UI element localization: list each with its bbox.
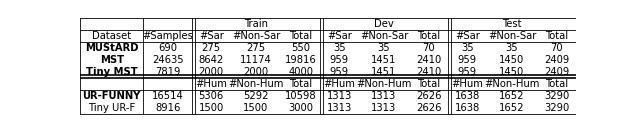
Text: 2000: 2000 [199,67,224,77]
Text: 1313: 1313 [371,91,397,101]
Text: Total: Total [289,79,312,89]
Text: 1638: 1638 [454,91,480,101]
Text: 70: 70 [550,43,563,53]
Text: 3290: 3290 [544,103,570,113]
Text: 35: 35 [333,43,346,53]
Text: 1450: 1450 [499,55,525,65]
Text: 1450: 1450 [499,67,525,77]
Text: #Non-Sar: #Non-Sar [232,31,280,41]
Text: 8916: 8916 [155,103,180,113]
Text: 959: 959 [330,55,349,65]
Text: 35: 35 [506,43,518,53]
Text: #Hum: #Hum [451,79,483,89]
Text: 1313: 1313 [326,91,352,101]
Text: #Sar: #Sar [327,31,352,41]
Text: 2410: 2410 [416,67,442,77]
Text: 1500: 1500 [198,103,224,113]
Text: MUStARD: MUStARD [85,43,138,53]
Text: 959: 959 [458,67,477,77]
Text: 2409: 2409 [544,67,570,77]
Text: 35: 35 [378,43,390,53]
Text: #Non-Hum: #Non-Hum [228,79,284,89]
Text: 959: 959 [330,67,349,77]
Text: 7819: 7819 [155,67,180,77]
Text: 2410: 2410 [416,55,442,65]
Text: 959: 959 [458,55,477,65]
Text: 5292: 5292 [243,91,269,101]
Text: 24635: 24635 [152,55,184,65]
Text: #Non-Hum: #Non-Hum [356,79,412,89]
Text: 16514: 16514 [152,91,184,101]
Text: Tiny UR-F: Tiny UR-F [88,103,135,113]
Text: 11174: 11174 [240,55,272,65]
Text: 1638: 1638 [454,103,480,113]
Text: Dataset: Dataset [92,31,131,41]
Text: 1313: 1313 [371,103,397,113]
Text: Total: Total [417,79,440,89]
Text: #Non-Hum: #Non-Hum [484,79,540,89]
Text: 5306: 5306 [198,91,224,101]
Text: 35: 35 [461,43,474,53]
Text: Test: Test [502,19,522,29]
Text: Tiny MST: Tiny MST [86,67,138,77]
Text: 1313: 1313 [326,103,352,113]
Text: 3000: 3000 [288,103,313,113]
Text: Dev: Dev [374,19,394,29]
Text: 1451: 1451 [371,67,397,77]
Text: 2409: 2409 [544,55,570,65]
Text: 10598: 10598 [285,91,317,101]
Text: 1451: 1451 [371,55,397,65]
Text: 2626: 2626 [416,103,442,113]
Text: #Non-Sar: #Non-Sar [360,31,408,41]
Text: Total: Total [417,31,440,41]
Text: 1652: 1652 [499,91,525,101]
Text: MST: MST [100,55,124,65]
Text: 550: 550 [291,43,310,53]
Text: #Sar: #Sar [199,31,224,41]
Text: 690: 690 [158,43,177,53]
Text: #Hum: #Hum [323,79,355,89]
Text: 19816: 19816 [285,55,317,65]
Text: 275: 275 [246,43,266,53]
Text: #Hum: #Hum [195,79,227,89]
Text: Total: Total [545,31,568,41]
Text: #Samples: #Samples [142,31,193,41]
Text: 4000: 4000 [288,67,313,77]
Text: 3290: 3290 [544,91,570,101]
Text: UR-FUNNY: UR-FUNNY [83,91,141,101]
Text: 70: 70 [422,43,435,53]
Text: 2626: 2626 [416,91,442,101]
Text: 2000: 2000 [243,67,269,77]
Text: Total: Total [545,79,568,89]
Text: Train: Train [244,19,268,29]
Text: 1500: 1500 [243,103,269,113]
Text: 1652: 1652 [499,103,525,113]
Text: Total: Total [289,31,312,41]
Text: #Sar: #Sar [455,31,480,41]
Text: 275: 275 [202,43,221,53]
Text: #Non-Sar: #Non-Sar [488,31,536,41]
Text: 8642: 8642 [198,55,224,65]
